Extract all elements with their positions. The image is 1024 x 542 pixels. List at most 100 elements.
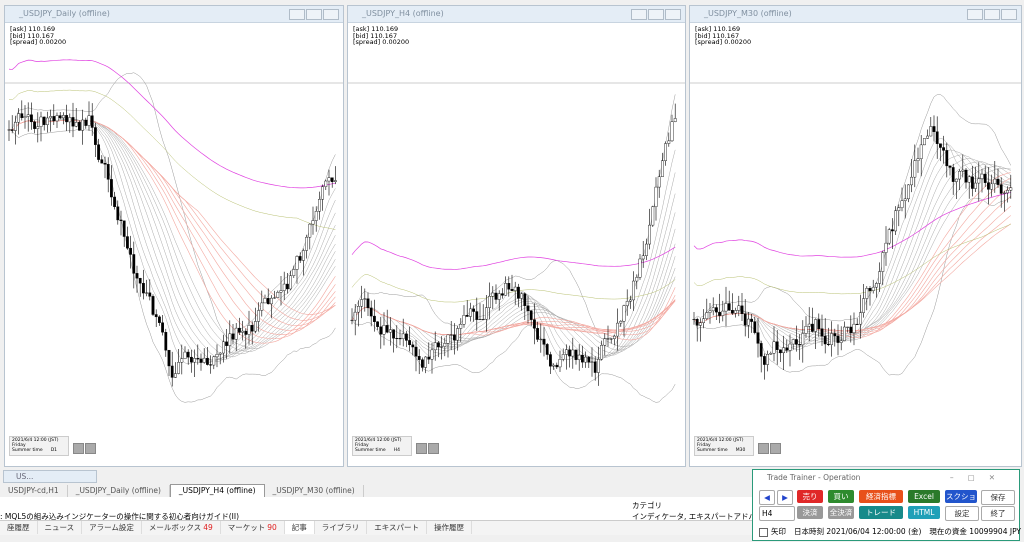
trainer-button[interactable]: 経済指標: [859, 490, 903, 503]
candle: [807, 323, 811, 327]
info-line: [bid] 110.167: [353, 31, 398, 40]
candle: [791, 339, 795, 345]
candle: [629, 299, 632, 302]
nav-button[interactable]: [770, 443, 781, 454]
candle: [731, 310, 734, 314]
candle: [772, 341, 776, 354]
timeframe-select[interactable]: H4: [759, 506, 795, 521]
nav-button[interactable]: [428, 443, 439, 454]
candle: [778, 349, 782, 354]
candle: [695, 319, 699, 326]
toolbox-tab[interactable]: エキスパート: [367, 521, 428, 534]
candle: [625, 301, 629, 306]
toolbox-tab[interactable]: アラーム設定: [82, 521, 142, 534]
candle: [830, 333, 833, 345]
trainer-button[interactable]: 売り: [797, 490, 823, 503]
candle: [906, 184, 910, 200]
trainer-button[interactable]: HTML: [908, 506, 940, 519]
chart-tab[interactable]: _USDJPY_M30 (offline): [265, 485, 364, 497]
ma-gray: [693, 165, 1011, 342]
toolbox-tab[interactable]: ニュース: [38, 521, 83, 534]
trainer-button[interactable]: Excel: [908, 490, 940, 503]
candle: [641, 255, 645, 260]
nav-button[interactable]: [85, 443, 96, 454]
ma-gray: [693, 161, 1011, 343]
candle: [609, 338, 613, 340]
nav-button[interactable]: [416, 443, 427, 454]
trainer-button[interactable]: 決済: [797, 506, 823, 519]
candle: [42, 116, 46, 125]
footer-date: 2021/6/4 12:00 (JST): [12, 438, 59, 443]
ma-gray: [351, 212, 676, 361]
window-title: _USDJPY_Daily (offline): [19, 9, 110, 18]
funds: 現在の資金 10099904 JPY (1%): [929, 527, 1024, 536]
candle: [84, 119, 88, 126]
ma-gray: [693, 163, 1011, 343]
candle: [545, 344, 549, 355]
chart-tab[interactable]: USDJPY-cd,H1: [0, 485, 68, 497]
toolbox-tab[interactable]: 座履歴: [0, 521, 38, 534]
candle: [897, 207, 901, 211]
window-button[interactable]: [665, 9, 681, 20]
nav-button[interactable]: [73, 443, 84, 454]
candle: [478, 319, 482, 321]
candle: [395, 337, 399, 339]
candle: [836, 335, 840, 343]
toolbox-tab[interactable]: メールボックス 49: [142, 521, 221, 534]
chart-tab[interactable]: _USDJPY_Daily (offline): [68, 485, 170, 497]
ma-red: [8, 120, 336, 331]
candle: [417, 356, 421, 360]
toolbox-tab[interactable]: 操作履歴: [427, 521, 473, 534]
candle: [775, 341, 779, 350]
candle: [855, 323, 859, 325]
trainer-button[interactable]: トレード: [859, 506, 903, 519]
window-button[interactable]: [967, 9, 983, 20]
candle: [173, 373, 177, 378]
window-button[interactable]: [289, 9, 305, 20]
window-button[interactable]: [323, 9, 339, 20]
window-button[interactable]: [631, 9, 647, 20]
trainer-button[interactable]: ◀: [759, 490, 775, 505]
candle: [616, 322, 619, 337]
candle: [65, 115, 69, 123]
checkbox[interactable]: [759, 527, 768, 537]
candle: [711, 307, 715, 312]
window-button[interactable]: [306, 9, 322, 20]
candle: [81, 119, 85, 131]
candle: [20, 113, 24, 118]
toolbox-tab[interactable]: マーケット 90: [221, 521, 285, 534]
trainer-button[interactable]: 設定: [945, 506, 979, 521]
candle: [221, 341, 225, 354]
ma-gray: [8, 120, 336, 358]
ma-olive: [351, 274, 676, 303]
window-button[interactable]: [648, 9, 664, 20]
trainer-button[interactable]: 買い: [828, 490, 854, 503]
trainer-button[interactable]: 保存: [981, 490, 1015, 505]
candle: [903, 198, 907, 201]
candle: [350, 319, 354, 321]
candle: [849, 326, 853, 334]
trainer-button[interactable]: ▶: [777, 490, 793, 505]
window-button[interactable]: [984, 9, 1000, 20]
toolbox-tab[interactable]: 記事: [284, 521, 315, 534]
candle: [52, 116, 56, 122]
toolbox-tab[interactable]: ライブラリ: [315, 521, 368, 534]
candle: [231, 333, 235, 340]
candle: [510, 289, 514, 291]
candle: [804, 326, 808, 334]
trainer-button[interactable]: スクショ: [945, 490, 977, 503]
candle: [164, 332, 168, 351]
candle: [951, 167, 955, 182]
candle: [132, 254, 136, 274]
candle: [177, 362, 180, 374]
candle: [324, 180, 328, 187]
window-button[interactable]: [1001, 9, 1017, 20]
trainer-button[interactable]: 終了: [981, 506, 1015, 521]
chart-tab[interactable]: _USDJPY_H4 (offline): [169, 484, 265, 497]
footer-row: Summer time D1: [12, 448, 66, 453]
trainer-button[interactable]: 全決済: [828, 506, 854, 519]
candle: [724, 303, 728, 312]
candle: [87, 115, 91, 126]
candle: [974, 182, 977, 189]
nav-button[interactable]: [758, 443, 769, 454]
